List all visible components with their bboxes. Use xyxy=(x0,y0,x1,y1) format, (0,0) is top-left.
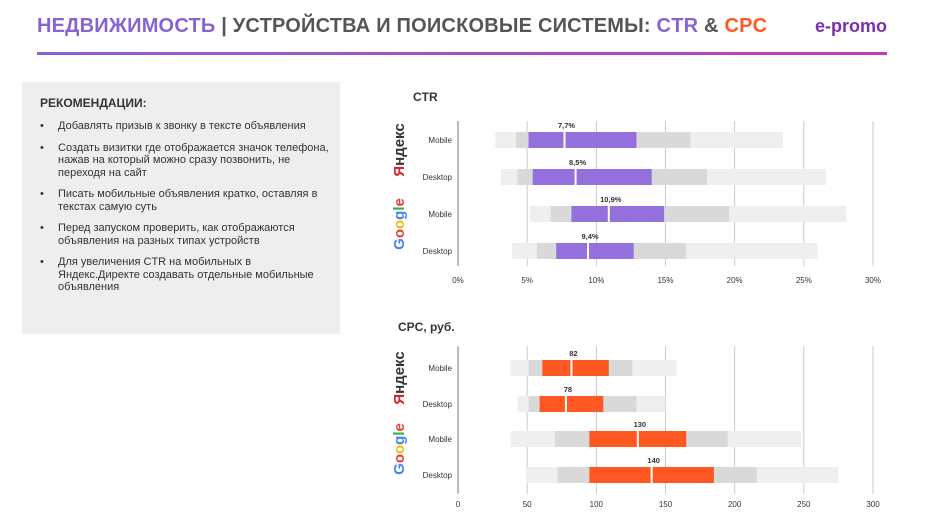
cpc-tick-label: 150 xyxy=(659,500,673,509)
cpc-iqr-bar xyxy=(539,396,604,412)
cpc-category-label: Mobile xyxy=(428,364,452,373)
ctr-median-label: 7,7% xyxy=(558,121,575,130)
ctr-tick-label: 0% xyxy=(452,276,464,285)
recommendations-list: Добавлять призыв к звонку в тексте объяв… xyxy=(40,120,330,303)
title-separator: | УСТРОЙСТВА И ПОИСКОВЫЕ СИСТЕМЫ: xyxy=(215,15,657,37)
page-title: НЕДВИЖИМОСТЬ | УСТРОЙСТВА И ПОИСКОВЫЕ СИ… xyxy=(37,15,767,38)
ctr-chart-title: CTR xyxy=(413,90,438,104)
cpc-median-label: 82 xyxy=(569,349,577,358)
cpc-category-label: Desktop xyxy=(423,400,453,409)
header-divider xyxy=(37,52,887,55)
ctr-yandex-logo: Яндекс xyxy=(391,123,408,176)
ctr-median-label: 8,5% xyxy=(569,158,586,167)
cpc-google-logo: Google xyxy=(391,423,408,475)
ctr-tick-label: 20% xyxy=(727,276,743,285)
cpc-tick-label: 200 xyxy=(728,500,742,509)
ctr-iqr-bar xyxy=(556,243,634,259)
ctr-category-label: Desktop xyxy=(423,173,453,182)
cpc-iqr-bar xyxy=(542,360,609,376)
ctr-iqr-bar xyxy=(532,169,652,185)
cpc-yandex-logo: Яндекс xyxy=(391,351,408,404)
cpc-category-label: Desktop xyxy=(423,471,453,480)
ctr-category-label: Desktop xyxy=(423,247,453,256)
title-cpc: CPC xyxy=(724,15,768,37)
recommendation-item: Писать мобильные объявления кратко, оста… xyxy=(40,188,330,213)
cpc-tick-label: 100 xyxy=(590,500,604,509)
ctr-median-label: 9,4% xyxy=(581,232,598,241)
slide-header: НЕДВИЖИМОСТЬ | УСТРОЙСТВА И ПОИСКОВЫЕ СИ… xyxy=(37,12,887,42)
recommendation-item: Перед запуском проверить, как отображают… xyxy=(40,222,330,247)
cpc-median-label: 140 xyxy=(647,456,660,465)
ctr-category-label: Mobile xyxy=(428,210,452,219)
cpc-median-label: 130 xyxy=(634,420,647,429)
ctr-tick-label: 10% xyxy=(588,276,604,285)
ctr-tick-label: 5% xyxy=(521,276,533,285)
title-ctr: CTR xyxy=(656,15,699,37)
cpc-tick-label: 300 xyxy=(866,500,880,509)
ctr-iqr-bar xyxy=(571,206,665,222)
cpc-tick-label: 250 xyxy=(797,500,811,509)
cpc-category-label: Mobile xyxy=(428,435,452,444)
recommendation-item: Создать визитки где отображается значок … xyxy=(40,142,330,180)
ctr-tick-label: 30% xyxy=(865,276,881,285)
cpc-median-label: 78 xyxy=(564,385,572,394)
cpc-tick-label: 50 xyxy=(523,500,532,509)
title-ampersand: & xyxy=(698,15,725,37)
ctr-tick-label: 25% xyxy=(796,276,812,285)
recommendations-title: РЕКОМЕНДАЦИИ: xyxy=(40,96,147,110)
title-topic: НЕДВИЖИМОСТЬ xyxy=(37,15,216,37)
ctr-google-logo: Google xyxy=(391,198,408,250)
brand-logo: e-promo xyxy=(815,16,887,36)
recommendations-panel: РЕКОМЕНДАЦИИ: Добавлять призыв к звонку … xyxy=(22,82,340,334)
ctr-tick-label: 15% xyxy=(657,276,673,285)
recommendation-item: Для увеличения CTR на мобильных в Яндекс… xyxy=(40,256,330,294)
ctr-median-label: 10,9% xyxy=(600,195,622,204)
ctr-iqr-bar xyxy=(528,132,637,148)
recommendation-item: Добавлять призыв к звонку в тексте объяв… xyxy=(40,120,330,133)
ctr-category-label: Mobile xyxy=(428,136,452,145)
cpc-chart-title: CPC, руб. xyxy=(398,320,455,334)
cpc-tick-label: 0 xyxy=(456,500,461,509)
